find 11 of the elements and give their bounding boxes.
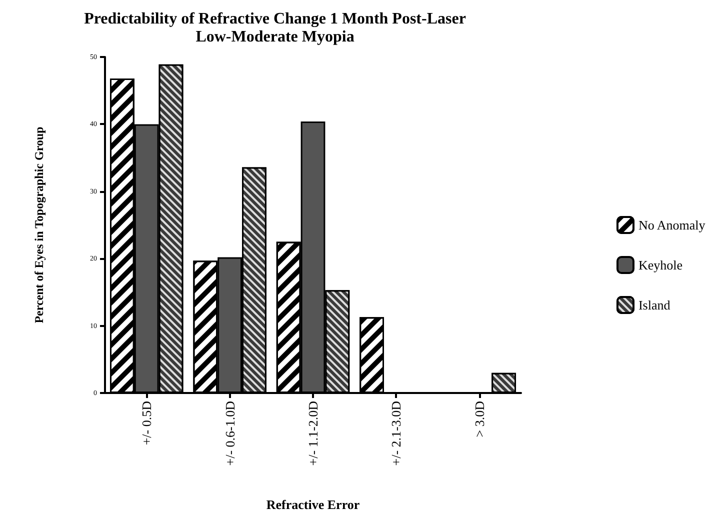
- x-tick-label: +/- 2.1-3.0D: [388, 401, 404, 466]
- y-axis-title: Percent of Eyes in Topographic Group: [32, 126, 46, 324]
- chart-title: Predictability of Refractive Change 1 Month Post-Laser Low-Moderate Myopia: [84, 10, 466, 46]
- legend-label: No Anomaly: [638, 218, 706, 232]
- x-tick-label: +/- 0.6-1.0D: [222, 401, 238, 466]
- x-axis-title: Refractive Error: [266, 497, 360, 512]
- x-tick-label: +/- 0.5D: [139, 401, 154, 446]
- x-tick-label: +/- 1.1-2.0D: [306, 401, 320, 466]
- x-tick-label: > 3.0D: [472, 401, 487, 438]
- legend-label: Island: [638, 298, 671, 312]
- legend-label: Keyhole: [638, 258, 683, 272]
